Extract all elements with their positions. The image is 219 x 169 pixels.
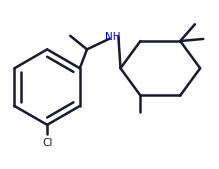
Text: NH: NH xyxy=(105,32,121,42)
Text: Cl: Cl xyxy=(42,138,52,148)
